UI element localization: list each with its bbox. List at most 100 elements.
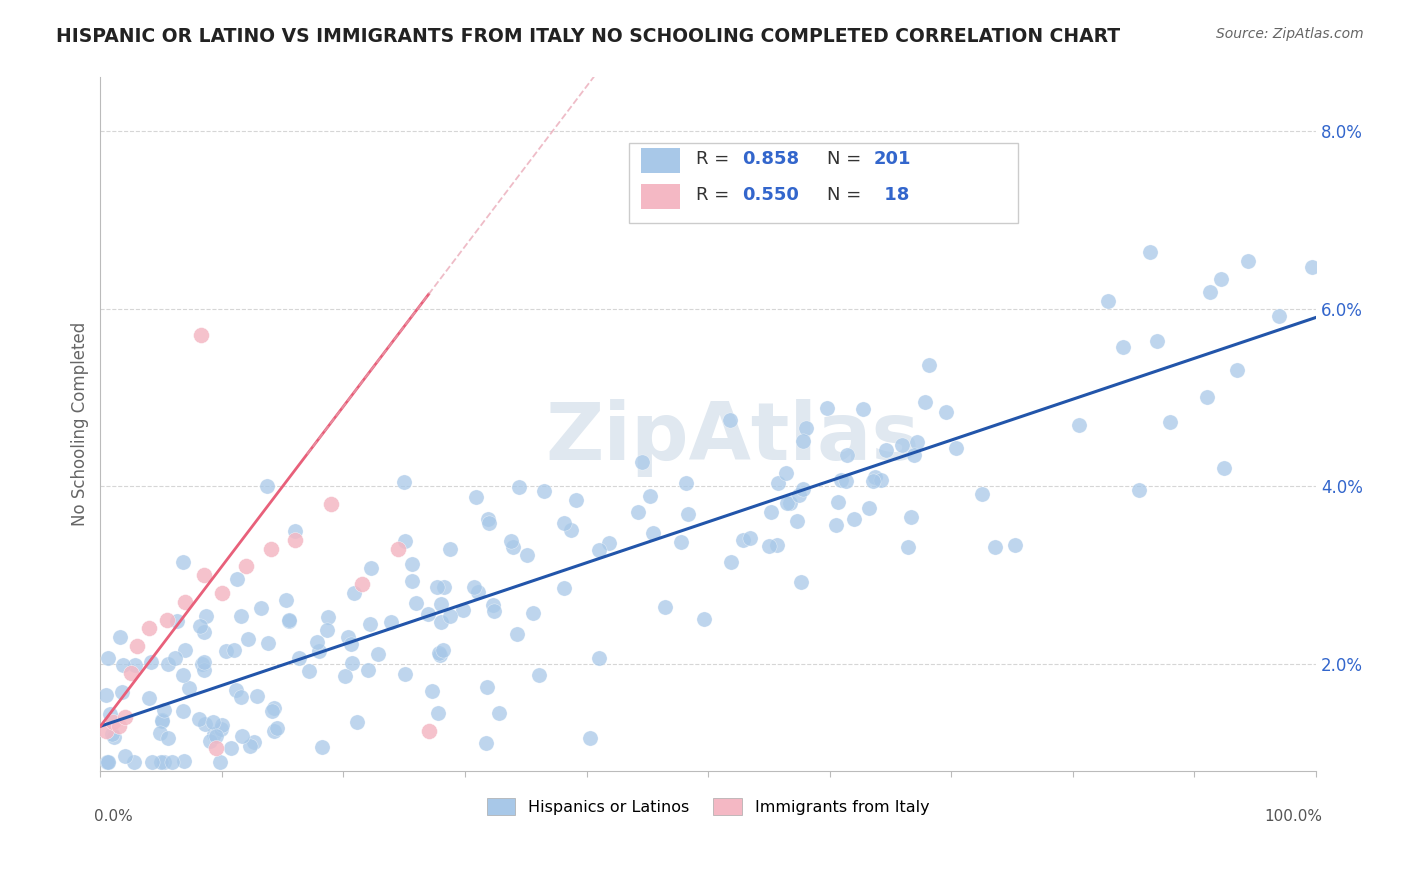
Point bbox=[935, 405, 957, 419]
Point bbox=[1236, 254, 1258, 268]
Point bbox=[152, 755, 174, 769]
Text: N =: N = bbox=[827, 186, 868, 204]
Point bbox=[775, 466, 797, 480]
Point bbox=[263, 724, 285, 739]
Point bbox=[308, 644, 330, 658]
Legend: Hispanics or Latinos, Immigrants from Italy: Hispanics or Latinos, Immigrants from It… bbox=[481, 791, 936, 822]
Point bbox=[394, 534, 416, 549]
Point bbox=[1128, 483, 1150, 497]
Point bbox=[257, 636, 280, 650]
Point bbox=[187, 712, 209, 726]
Point bbox=[359, 617, 381, 632]
Point bbox=[675, 475, 697, 490]
Point bbox=[202, 727, 225, 741]
Point bbox=[160, 755, 183, 769]
Point bbox=[1111, 340, 1133, 354]
Point bbox=[984, 541, 1007, 555]
Point bbox=[789, 574, 811, 589]
Point bbox=[465, 490, 488, 504]
Point bbox=[420, 684, 443, 698]
Point bbox=[209, 755, 232, 769]
Point bbox=[172, 555, 194, 569]
Point bbox=[367, 647, 389, 661]
Point bbox=[598, 536, 620, 550]
Point bbox=[239, 739, 262, 753]
Point bbox=[103, 731, 125, 745]
Point bbox=[477, 680, 499, 694]
Point bbox=[430, 615, 453, 630]
Point bbox=[149, 726, 172, 740]
Point bbox=[211, 718, 233, 732]
Point bbox=[579, 731, 602, 745]
FancyBboxPatch shape bbox=[641, 148, 681, 173]
Point bbox=[224, 642, 246, 657]
Point bbox=[792, 434, 814, 448]
Point bbox=[671, 534, 693, 549]
Point bbox=[553, 581, 575, 595]
Point bbox=[918, 358, 941, 372]
Point bbox=[416, 607, 439, 622]
Text: 100.0%: 100.0% bbox=[1264, 809, 1322, 824]
Point bbox=[229, 609, 252, 624]
Point bbox=[288, 651, 311, 665]
Point bbox=[453, 603, 475, 617]
Text: R =: R = bbox=[696, 150, 735, 169]
Point bbox=[201, 714, 224, 729]
Text: 18: 18 bbox=[879, 186, 910, 204]
Point bbox=[277, 614, 299, 628]
Point bbox=[149, 755, 172, 769]
Point bbox=[193, 655, 215, 669]
Point bbox=[641, 525, 664, 540]
Point bbox=[499, 533, 522, 548]
Point bbox=[1213, 461, 1236, 475]
Point bbox=[842, 511, 865, 525]
Point bbox=[863, 470, 886, 484]
Point bbox=[718, 413, 741, 427]
Point bbox=[429, 648, 451, 662]
Point bbox=[418, 723, 440, 738]
Point bbox=[339, 636, 361, 650]
Point bbox=[298, 665, 321, 679]
Text: 0.0%: 0.0% bbox=[94, 809, 134, 824]
Point bbox=[177, 681, 200, 695]
Point bbox=[340, 656, 363, 670]
Point bbox=[1268, 310, 1291, 324]
Point bbox=[1159, 415, 1181, 429]
Point bbox=[259, 541, 281, 556]
Point bbox=[305, 635, 328, 649]
Point bbox=[188, 619, 211, 633]
Point bbox=[474, 736, 496, 750]
Point bbox=[256, 479, 278, 493]
Point bbox=[477, 512, 499, 526]
Point bbox=[405, 596, 427, 610]
Point bbox=[263, 700, 285, 714]
Point bbox=[262, 704, 284, 718]
Text: 0.858: 0.858 bbox=[742, 150, 800, 169]
Point bbox=[433, 580, 456, 594]
Point bbox=[905, 434, 928, 449]
Point bbox=[1199, 285, 1222, 299]
Point bbox=[676, 507, 699, 521]
Point bbox=[229, 690, 252, 704]
Point bbox=[274, 593, 297, 607]
Point bbox=[631, 455, 654, 469]
Point bbox=[98, 706, 121, 721]
Point bbox=[588, 542, 610, 557]
Point bbox=[776, 496, 799, 510]
Point bbox=[875, 443, 897, 458]
Point bbox=[172, 667, 194, 681]
Point bbox=[194, 717, 217, 731]
Text: R =: R = bbox=[696, 186, 735, 204]
Point bbox=[429, 598, 451, 612]
Point bbox=[205, 741, 228, 756]
Point bbox=[157, 657, 180, 671]
Point bbox=[467, 585, 489, 599]
Point bbox=[246, 689, 269, 703]
Point bbox=[792, 482, 814, 496]
Point bbox=[380, 615, 402, 630]
Point bbox=[786, 514, 808, 528]
Point bbox=[231, 729, 253, 743]
Point bbox=[858, 501, 880, 516]
Point bbox=[794, 420, 817, 434]
Point bbox=[357, 663, 380, 677]
